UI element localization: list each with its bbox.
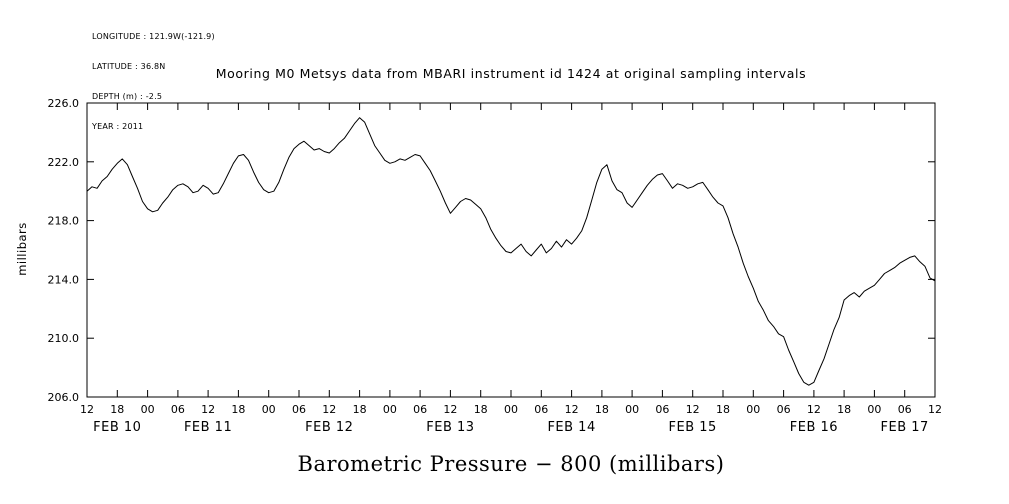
y-tick-label: 218.0 <box>48 215 80 228</box>
x-tick-label: 06 <box>898 403 912 416</box>
x-day-label: FEB 17 <box>881 420 929 435</box>
x-tick-label: 18 <box>595 403 609 416</box>
x-tick-label: 18 <box>110 403 124 416</box>
x-tick-label: 00 <box>746 403 760 416</box>
y-tick-label: 206.0 <box>48 391 80 404</box>
x-day-label: FEB 13 <box>426 420 474 435</box>
x-day-label: FEB 10 <box>93 420 141 435</box>
x-tick-label: 18 <box>716 403 730 416</box>
x-tick-label: 12 <box>443 403 457 416</box>
x-tick-label: 06 <box>655 403 669 416</box>
x-tick-label: 06 <box>534 403 548 416</box>
y-tick-label: 222.0 <box>48 156 80 169</box>
y-tick-label: 226.0 <box>48 97 80 110</box>
x-tick-label: 00 <box>504 403 518 416</box>
metadata-latitude: LATITUDE : 36.8N <box>92 62 166 71</box>
x-tick-label: 00 <box>383 403 397 416</box>
x-axis-title: Barometric Pressure − 800 (millibars) <box>297 452 725 476</box>
plot-frame <box>86 102 936 398</box>
x-day-label: FEB 12 <box>305 420 353 435</box>
x-day-label: FEB 14 <box>547 420 595 435</box>
x-day-label: FEB 15 <box>669 420 717 435</box>
x-tick-label: 00 <box>262 403 276 416</box>
x-tick-label: 06 <box>413 403 427 416</box>
x-tick-label: 12 <box>565 403 579 416</box>
x-tick-label: 00 <box>867 403 881 416</box>
pressure-line <box>86 117 936 386</box>
y-tick-label: 214.0 <box>48 273 80 286</box>
x-tick-label: 00 <box>141 403 155 416</box>
x-tick-label: 06 <box>171 403 185 416</box>
chart-title: Mooring M0 Metsys data from MBARI instru… <box>215 66 807 81</box>
x-tick-label: 06 <box>292 403 306 416</box>
x-tick-label: 12 <box>928 403 942 416</box>
metadata-year: YEAR : 2011 <box>92 122 144 131</box>
x-tick-label: 18 <box>474 403 488 416</box>
x-tick-label: 12 <box>686 403 700 416</box>
x-day-label: FEB 16 <box>790 420 838 435</box>
x-tick-label: 12 <box>80 403 94 416</box>
x-tick-label: 12 <box>201 403 215 416</box>
x-day-label: FEB 11 <box>184 420 232 435</box>
x-tick-label: 06 <box>777 403 791 416</box>
y-tick-label: 210.0 <box>48 332 80 345</box>
metadata-longitude: LONGITUDE : 121.9W(-121.9) <box>92 32 215 41</box>
x-tick-label: 12 <box>807 403 821 416</box>
x-tick-label: 00 <box>625 403 639 416</box>
station-metadata: LONGITUDE : 121.9W(-121.9) LATITUDE : 36… <box>92 12 215 142</box>
x-tick-label: 12 <box>322 403 336 416</box>
x-tick-label: 18 <box>353 403 367 416</box>
metadata-depth: DEPTH (m) : -2.5 <box>92 92 163 101</box>
x-tick-label: 18 <box>837 403 851 416</box>
x-tick-label: 18 <box>231 403 245 416</box>
